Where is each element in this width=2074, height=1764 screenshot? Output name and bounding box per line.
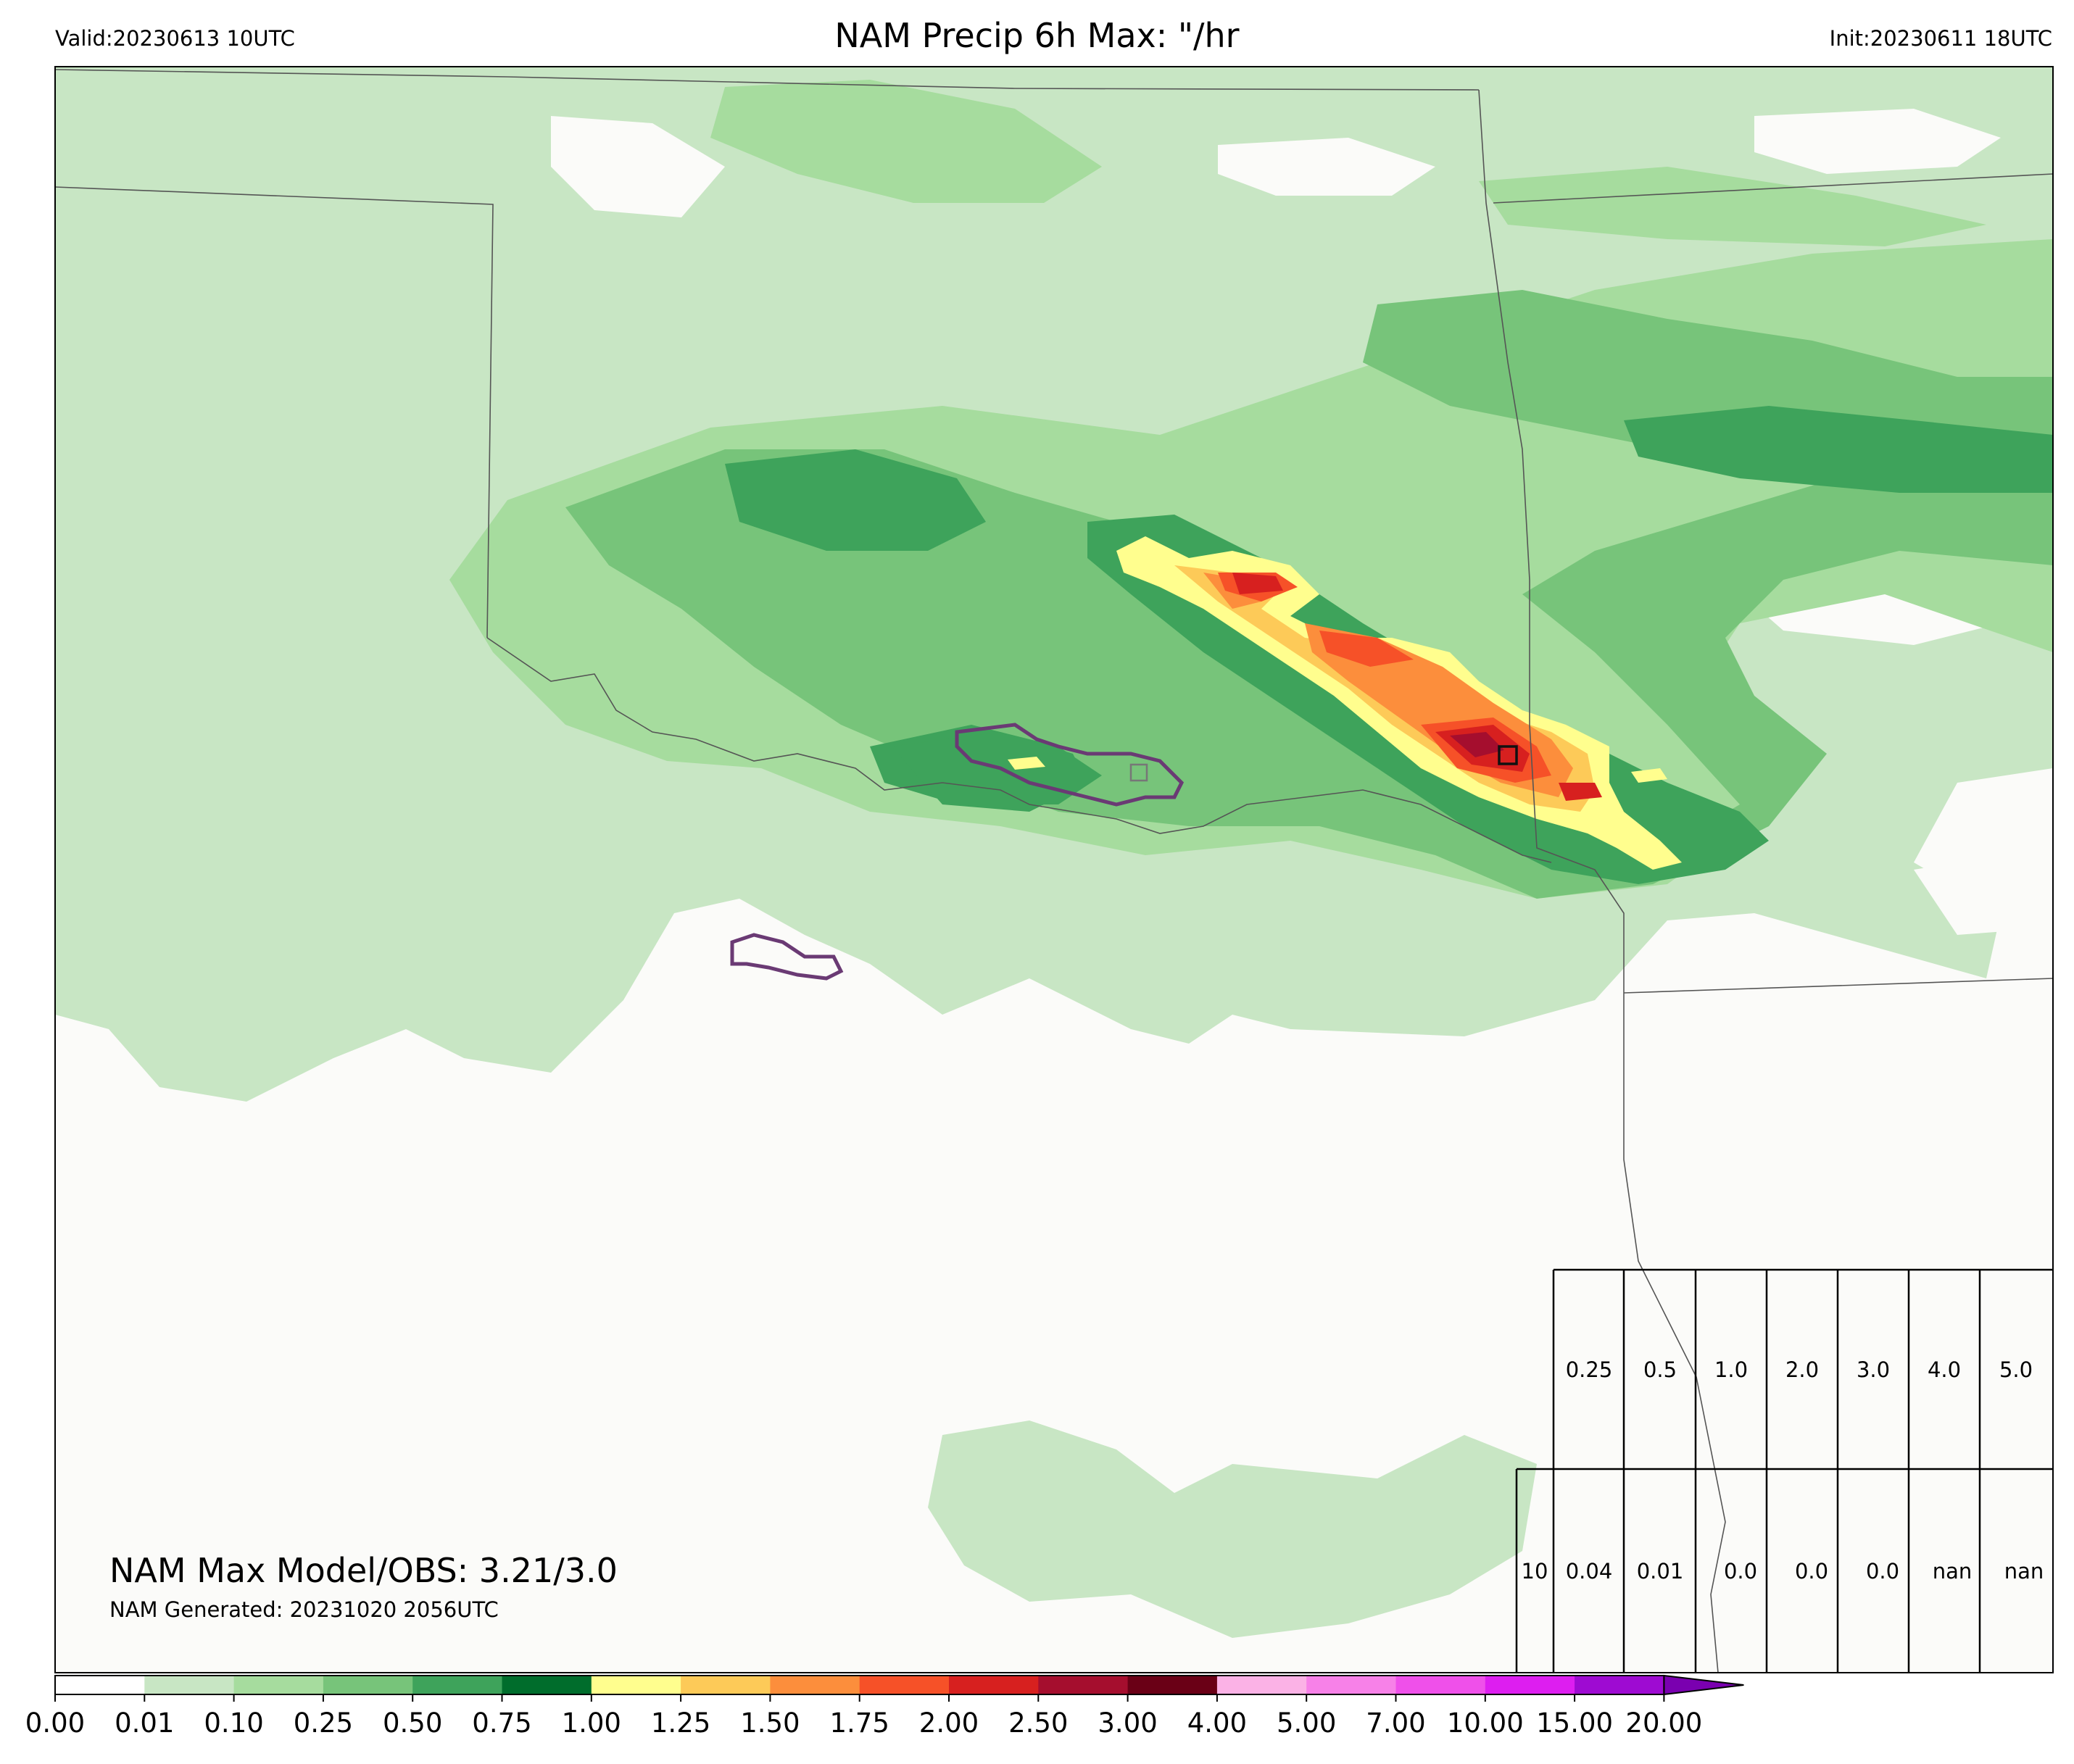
colorbar-swatch bbox=[1216, 1676, 1307, 1694]
obs-contours bbox=[730, 723, 1185, 981]
generated-time-label: NAM Generated: 20231020 2056UTC bbox=[109, 1597, 499, 1622]
value-cell: 0.01 bbox=[1637, 1559, 1684, 1584]
colorbar-swatches bbox=[54, 1674, 1744, 1696]
precip-core-100 bbox=[1631, 768, 1667, 783]
colorbar-tick-label: 15.00 bbox=[1536, 1707, 1613, 1739]
colorbar-swatch bbox=[1127, 1676, 1218, 1694]
colorbar-tick-label: 3.00 bbox=[1098, 1707, 1157, 1739]
colorbar-swatch bbox=[1306, 1676, 1396, 1694]
colorbar-swatch bbox=[502, 1676, 592, 1694]
precip-core-250 bbox=[1232, 573, 1602, 801]
value-cell: 0.0 bbox=[1866, 1559, 1899, 1584]
chart-title: NAM Precip 6h Max: "/hr bbox=[834, 16, 1240, 55]
threshold-cell: 5.0 bbox=[1999, 1357, 2033, 1382]
threshold-cell: 0.25 bbox=[1566, 1357, 1613, 1382]
no-precip-gap bbox=[1914, 855, 2053, 935]
colorbar-tick-label: 2.50 bbox=[1008, 1707, 1068, 1739]
precip-area-050 bbox=[1624, 406, 2053, 493]
colorbar-tick-label: 1.50 bbox=[740, 1707, 800, 1739]
colorbar-tick-label: 0.25 bbox=[294, 1707, 353, 1739]
value-cell: 0.0 bbox=[1724, 1559, 1757, 1584]
threshold-cell: 0.5 bbox=[1643, 1357, 1677, 1382]
colorbar-swatch bbox=[1395, 1676, 1486, 1694]
no-precip-gap bbox=[1754, 109, 2001, 174]
colorbar-swatch bbox=[681, 1676, 771, 1694]
colorbar-swatch bbox=[949, 1676, 1039, 1694]
colorbar-ticks: 0.00 0.01 0.10 0.25 0.50 0.75 1.00 1.25 1.50 1.75… bbox=[25, 1694, 1702, 1739]
colorbar-tick-label: 0.01 bbox=[115, 1707, 174, 1739]
max-location-marker bbox=[1498, 745, 1518, 765]
precip-core-300 bbox=[1450, 732, 1504, 757]
colorbar-tick-label: 0.00 bbox=[25, 1707, 85, 1739]
colorbar-tick-label: 0.75 bbox=[472, 1707, 531, 1739]
station-marker bbox=[1129, 763, 1148, 782]
value-cell: 0.04 bbox=[1566, 1559, 1613, 1584]
colorbar-tick-label: 20.00 bbox=[1625, 1707, 1702, 1739]
precip-area-025 bbox=[565, 435, 2053, 899]
valid-time-label: Valid:20230613 10UTC bbox=[55, 26, 295, 51]
colorbar-swatch bbox=[412, 1676, 502, 1694]
map-frame bbox=[54, 66, 2054, 1673]
threshold-cell: 3.0 bbox=[1857, 1357, 1890, 1382]
value-cell: nan bbox=[1933, 1559, 1973, 1584]
no-precip-gap bbox=[1218, 138, 1435, 196]
max-model-obs-label: NAM Max Model/OBS: 3.21/3.0 bbox=[109, 1551, 618, 1590]
init-time-label: Init:20230611 18UTC bbox=[1829, 26, 2052, 51]
colorbar-swatch bbox=[55, 1676, 145, 1694]
precip-area-light-south bbox=[928, 1420, 1537, 1638]
colorbar-swatch bbox=[323, 1676, 413, 1694]
threshold-cell: 2.0 bbox=[1785, 1357, 1819, 1382]
colorbar-tick-label: 0.10 bbox=[204, 1707, 263, 1739]
colorbar-tick-label: 10.00 bbox=[1447, 1707, 1524, 1739]
colorbar-tick-label: 1.00 bbox=[562, 1707, 621, 1739]
colorbar-swatch bbox=[591, 1676, 681, 1694]
colorbar-tick-label: 4.00 bbox=[1187, 1707, 1247, 1739]
value-cell: nan bbox=[2004, 1559, 2044, 1584]
colorbar-swatch bbox=[144, 1676, 235, 1694]
precip-core-100 bbox=[1008, 757, 1045, 770]
colorbar-swatch bbox=[233, 1676, 324, 1694]
colorbar-tick-label: 1.25 bbox=[651, 1707, 710, 1739]
no-precip-gap bbox=[551, 116, 725, 217]
colorbar-tick-label: 5.00 bbox=[1277, 1707, 1336, 1739]
colorbar-tick-label: 1.75 bbox=[830, 1707, 889, 1739]
state-borders bbox=[55, 69, 2053, 1673]
colorbar-swatch bbox=[1038, 1676, 1129, 1694]
precip-area-010-north bbox=[710, 80, 1102, 203]
precip-area-050 bbox=[892, 732, 1087, 812]
stats-table-text: 0.25 0.5 1.0 2.0 3.0 4.0 5.0 10 0.04 0.0… bbox=[1522, 1357, 2044, 1584]
colorbar-extend-arrow bbox=[1663, 1674, 1744, 1696]
row-label-cell: 10 bbox=[1522, 1559, 1548, 1584]
precip-area-010-north bbox=[1479, 167, 1986, 246]
colorbar-swatch bbox=[1485, 1676, 1575, 1694]
colorbar-swatch bbox=[770, 1676, 860, 1694]
colorbar-swatch bbox=[1575, 1676, 1664, 1694]
threshold-cell: 4.0 bbox=[1928, 1357, 1961, 1382]
threshold-cell: 1.0 bbox=[1714, 1357, 1748, 1382]
colorbar-swatch bbox=[859, 1676, 950, 1694]
precip-area-050 bbox=[725, 449, 986, 551]
colorbar-tick-label: 2.00 bbox=[919, 1707, 979, 1739]
stats-table bbox=[1515, 1268, 2053, 1673]
value-cell: 0.0 bbox=[1795, 1559, 1828, 1584]
colorbar-tick-label: 7.00 bbox=[1366, 1707, 1425, 1739]
colorbar-tick-label: 0.50 bbox=[383, 1707, 442, 1739]
